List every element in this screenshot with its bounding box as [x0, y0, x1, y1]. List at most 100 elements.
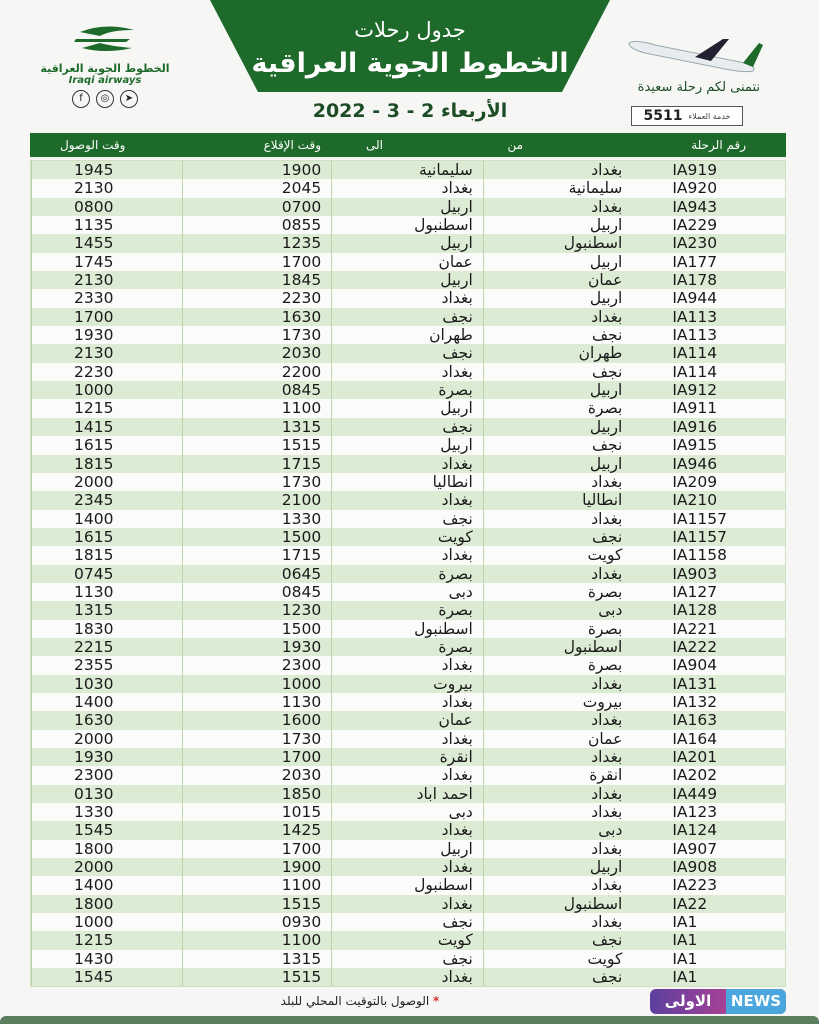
- arrival-time: 0800: [31, 197, 182, 217]
- table-row: IA163 بغداد عمان 1600 1630: [31, 711, 785, 730]
- departure-time: 1515: [181, 968, 332, 987]
- to-city: نجف: [331, 417, 483, 437]
- from-city: اربيل: [482, 289, 633, 308]
- arrival-time: 2000: [31, 472, 182, 492]
- arrival-time: 1430: [31, 949, 182, 969]
- flight-number: IA114: [672, 344, 718, 363]
- table-row: IA131 بغداد بيروت 1000 1030: [31, 674, 785, 693]
- departure-time: 1850: [181, 784, 332, 804]
- flight-number: IA201: [672, 748, 718, 766]
- flight-number: IA229: [672, 216, 718, 235]
- arrival-time: 1030: [31, 674, 182, 693]
- from-city: بغداد: [482, 161, 633, 180]
- schedule-date: الأربعاء 2 - 3 - 2022: [312, 100, 508, 122]
- table-row: IA128 دبى بصرة 1230 1315: [31, 601, 785, 620]
- airline-bird-icon: [74, 26, 134, 51]
- arrival-time: 1615: [31, 527, 182, 547]
- arrival-time: 1615: [31, 436, 182, 455]
- arrival-time: 0130: [31, 784, 182, 804]
- departure-time: 1130: [181, 692, 332, 712]
- from-city: نجف: [482, 326, 633, 345]
- departure-time: 0845: [181, 582, 332, 602]
- departure-time: 2230: [181, 289, 332, 308]
- flights-table: IA919 بغداد سليمانية 1900 1945 IA920 سليمانية ب…: [30, 160, 786, 988]
- to-city: اربيل: [331, 271, 483, 290]
- departure-time: 2045: [181, 179, 332, 198]
- from-city: بغداد: [482, 307, 633, 327]
- to-city: نجف: [331, 307, 483, 327]
- flight-number: IA1: [672, 913, 698, 932]
- arrival-time: 1400: [31, 509, 182, 528]
- to-city: عمان: [331, 711, 483, 730]
- col-arrival: وقت الوصول: [60, 138, 126, 152]
- arrival-time: 1330: [31, 803, 182, 822]
- departure-time: 2100: [181, 491, 332, 510]
- departure-time: 1730: [181, 326, 332, 345]
- telegram-icon[interactable]: ➤: [120, 90, 138, 108]
- flight-number: IA1157: [672, 509, 727, 528]
- arrival-time: 1400: [31, 692, 182, 712]
- facebook-icon[interactable]: f: [72, 90, 90, 108]
- departure-time: 1425: [181, 821, 332, 840]
- departure-time: 1715: [181, 454, 332, 473]
- from-city: عمان: [482, 271, 633, 290]
- flight-number: IA128: [672, 601, 718, 620]
- from-city: بغداد: [482, 472, 633, 492]
- to-city: بغداد: [331, 692, 483, 712]
- to-city: عمان: [331, 252, 483, 272]
- from-city: بيروت: [482, 692, 633, 712]
- from-city: انقرة: [482, 766, 633, 785]
- table-row: IA124 دبى بغداد 1425 1545: [31, 821, 785, 840]
- to-city: بغداد: [331, 821, 483, 840]
- from-city: نجف: [482, 436, 633, 455]
- from-city: اربيل: [482, 858, 633, 877]
- page-subtitle: جدول رحلات: [354, 18, 466, 42]
- table-row: IA911 بصرة اربيل 1100 1215: [31, 399, 785, 418]
- departure-time: 2030: [181, 344, 332, 363]
- to-city: بغداد: [331, 968, 483, 987]
- departure-time: 1315: [181, 949, 332, 969]
- flight-number: IA163: [672, 711, 718, 730]
- arrival-time: 1930: [31, 326, 182, 345]
- flight-number: IA202: [672, 766, 718, 785]
- flight-number: IA903: [672, 564, 718, 583]
- departure-time: 1500: [181, 527, 332, 547]
- instagram-icon[interactable]: ◎: [96, 90, 114, 108]
- from-city: بصرة: [482, 399, 633, 418]
- departure-time: 1630: [181, 307, 332, 327]
- from-city: اربيل: [482, 252, 633, 272]
- flight-number: IA124: [672, 821, 718, 840]
- arrival-time: 2345: [31, 491, 182, 510]
- to-city: بغداد: [331, 656, 483, 675]
- arrival-time: 2130: [31, 179, 182, 198]
- col-to: الى: [366, 138, 383, 152]
- arrival-time: 1000: [31, 381, 182, 400]
- from-city: بغداد: [482, 564, 633, 583]
- from-city: بغداد: [482, 711, 633, 730]
- departure-time: 0855: [181, 216, 332, 235]
- departure-time: 1930: [181, 637, 332, 657]
- from-city: نجف: [482, 931, 633, 950]
- col-departure: وقت الإقلاع: [263, 138, 321, 152]
- departure-time: 1515: [181, 436, 332, 455]
- table-row: IA223 بغداد اسطنبول 1100 1400: [31, 876, 785, 895]
- table-row: IA1 نجف كويت 1100 1215: [31, 931, 785, 950]
- arrival-time: 2215: [31, 637, 182, 657]
- departure-time: 1700: [181, 748, 332, 767]
- customer-service-number: 5511: [643, 108, 683, 124]
- flight-number: IA230: [672, 234, 718, 253]
- flight-number: IA164: [672, 729, 718, 748]
- departure-time: 1845: [181, 271, 332, 290]
- from-city: طهران: [482, 344, 633, 363]
- flight-number: IA920: [672, 179, 718, 198]
- arrival-time: 1700: [31, 307, 182, 327]
- flight-number: IA915: [672, 436, 718, 455]
- to-city: نجف: [331, 913, 483, 932]
- departure-time: 1330: [181, 509, 332, 528]
- from-city: اسطنبول: [482, 637, 633, 657]
- table-row: IA22 اسطنبول بغداد 1515 1800: [31, 894, 785, 914]
- arrival-time: 2000: [31, 729, 182, 748]
- to-city: بغداد: [331, 491, 483, 510]
- arrival-time: 2130: [31, 344, 182, 363]
- flight-number: IA177: [672, 252, 718, 271]
